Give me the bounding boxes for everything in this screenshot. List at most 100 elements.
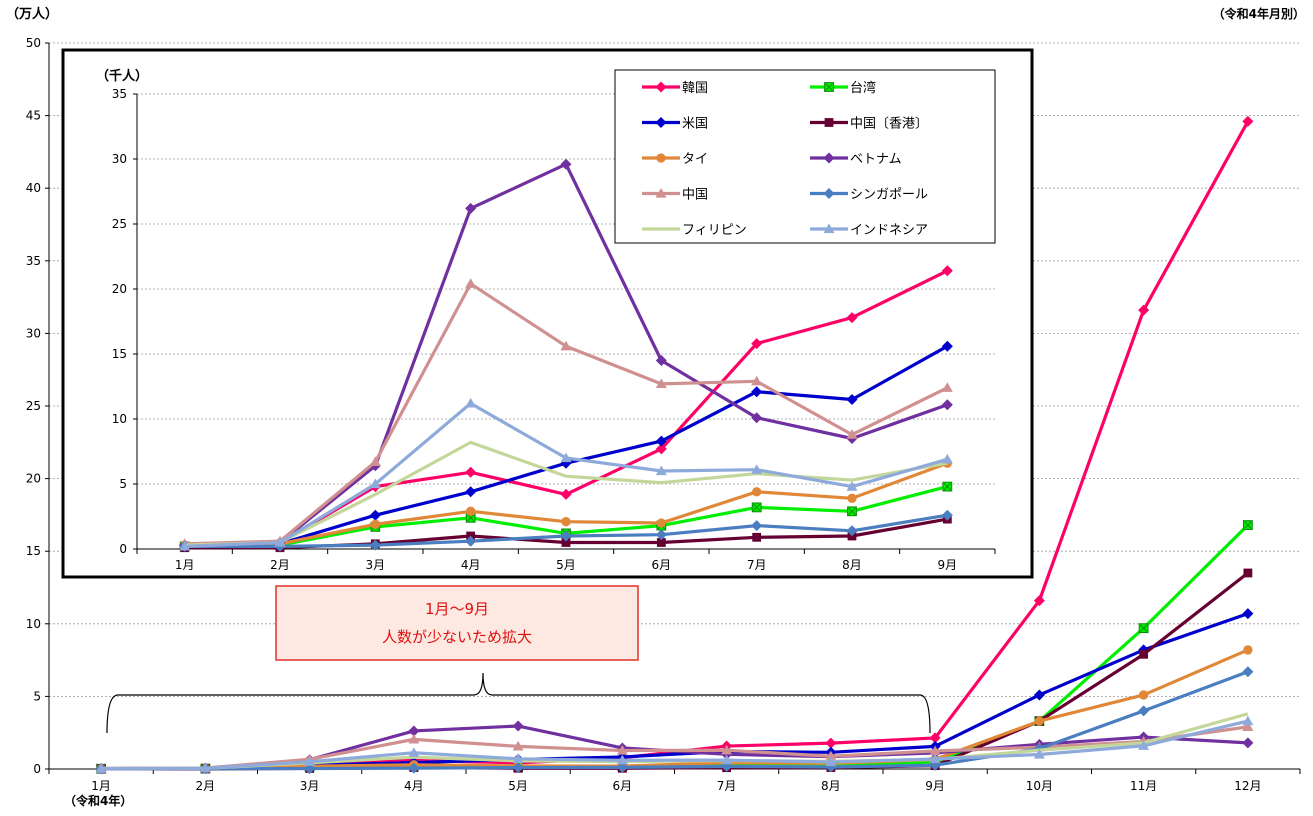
inset-data-point — [370, 519, 381, 529]
inset-data-point — [465, 397, 477, 408]
data-point — [408, 762, 420, 774]
inset-data-point — [561, 517, 571, 527]
data-point — [408, 733, 420, 744]
y-tick-label: 15 — [26, 544, 41, 558]
inset-data-point — [751, 375, 763, 386]
x-tick-label: 12月 — [1234, 779, 1261, 793]
x-tick-label: 5月 — [508, 779, 528, 793]
inset-data-point — [561, 538, 571, 547]
data-point — [408, 725, 420, 737]
inset-y-tick-label: 30 — [112, 152, 127, 166]
inset-y-tick-label: 25 — [112, 217, 127, 231]
data-point — [512, 720, 524, 732]
y-tick-label: 25 — [26, 399, 41, 413]
inset-data-point — [941, 453, 953, 464]
data-point — [512, 740, 524, 751]
data-point — [1138, 690, 1149, 700]
data-point — [929, 745, 941, 756]
data-point — [304, 756, 316, 766]
data-point — [1243, 645, 1253, 655]
inset-x-tick-label: 4月 — [461, 558, 481, 572]
inset-data-point — [751, 412, 763, 424]
inset-data-point — [656, 518, 667, 528]
inset-series-フィリピン — [184, 440, 948, 547]
data-point — [825, 756, 837, 767]
legend-item: シンガポール — [810, 188, 928, 203]
inset-data-point — [941, 509, 953, 521]
inset-data-point — [846, 525, 858, 537]
inset-data-point — [274, 537, 286, 547]
legend-label: シンガポール — [850, 188, 928, 203]
inset-data-point — [941, 340, 953, 352]
inset-data-point — [465, 535, 477, 547]
inset-y-tick-label: 10 — [112, 412, 127, 426]
x-tick-label: 6月 — [613, 779, 633, 793]
data-point — [616, 761, 628, 773]
inset-axes: 0 5 10 15 20 25 30 35 1月 2月 3月 4月 5月 6月 7月 8月 9月 — [112, 87, 996, 572]
zoom-callout: 1月～9月 人数が少ないため拡大 — [275, 585, 639, 661]
legend-marker — [656, 153, 666, 163]
data-point — [1242, 715, 1254, 726]
data-point — [1138, 623, 1149, 634]
data-point — [1033, 748, 1045, 759]
series-シンガポール — [95, 666, 1254, 775]
inset-data-point — [941, 399, 953, 411]
data-point — [616, 754, 628, 765]
legend-label: インドネシア — [850, 223, 928, 238]
legend-marker — [655, 81, 667, 93]
inset-series-line — [184, 440, 948, 547]
legend-item: フィリピン — [642, 223, 747, 238]
data-point — [825, 750, 837, 761]
legend-item: 中国 — [642, 188, 708, 203]
inset-x-tick-label: 5月 — [556, 558, 576, 572]
outer-y-unit: （万人） — [6, 6, 58, 22]
inset-data-point — [560, 452, 572, 463]
data-point — [1242, 115, 1254, 127]
legend-label: ベトナム — [850, 152, 902, 167]
legend-item: ベトナム — [810, 152, 902, 167]
inset-series-タイ — [179, 458, 953, 550]
legend-label: 中国 — [682, 188, 708, 203]
legend-item: インドネシア — [810, 223, 928, 238]
inset-data-point — [465, 278, 477, 288]
x-tick-label: 2月 — [196, 779, 216, 793]
x-tick-label: 7月 — [717, 779, 737, 793]
inset-chart: 0 5 10 15 20 25 30 35 1月 2月 3月 4月 5月 6月 7月 8月 9月 （千人） 韓国… — [61, 48, 1034, 579]
inset-data-point — [655, 465, 667, 476]
legend-label: フィリピン — [682, 223, 747, 238]
data-point — [95, 763, 107, 773]
data-point — [1138, 304, 1150, 316]
callout-line1: 1月～9月 — [425, 600, 489, 618]
inset-data-point — [846, 394, 858, 405]
data-point — [199, 762, 211, 773]
inset-data-point — [369, 509, 381, 521]
x-tick-label: 8月 — [821, 779, 841, 793]
inset-data-point — [847, 493, 857, 503]
x-tick-label: 11月 — [1130, 779, 1157, 793]
inset-y-tick-label: 15 — [112, 347, 127, 361]
inset-data-point — [752, 532, 762, 542]
data-point — [721, 744, 733, 755]
legend-item: 中国〔香港〕 — [810, 117, 928, 132]
data-point — [1033, 595, 1045, 607]
inset-data-point — [846, 312, 858, 324]
inset-data-point — [941, 382, 953, 392]
outer-period-note: （令和4年月別） — [1213, 6, 1305, 21]
inset-data-point — [751, 464, 763, 474]
inset-data-point — [751, 386, 763, 398]
data-point — [1138, 740, 1150, 750]
inset-x-tick-label: 3月 — [366, 558, 386, 572]
inset-data-point — [369, 478, 381, 489]
x-tick-label: 1月 — [91, 779, 111, 793]
data-point — [1138, 705, 1150, 717]
inset-data-point — [465, 466, 477, 478]
outer-series — [95, 115, 1254, 775]
inset-series — [179, 158, 953, 553]
inset-data-point — [655, 443, 667, 455]
y-tick-label: 30 — [26, 326, 41, 340]
inset-data-point — [751, 487, 762, 497]
data-point — [1139, 649, 1149, 659]
inset-y-tick-label: 0 — [119, 542, 127, 556]
inset-data-point — [942, 481, 953, 492]
